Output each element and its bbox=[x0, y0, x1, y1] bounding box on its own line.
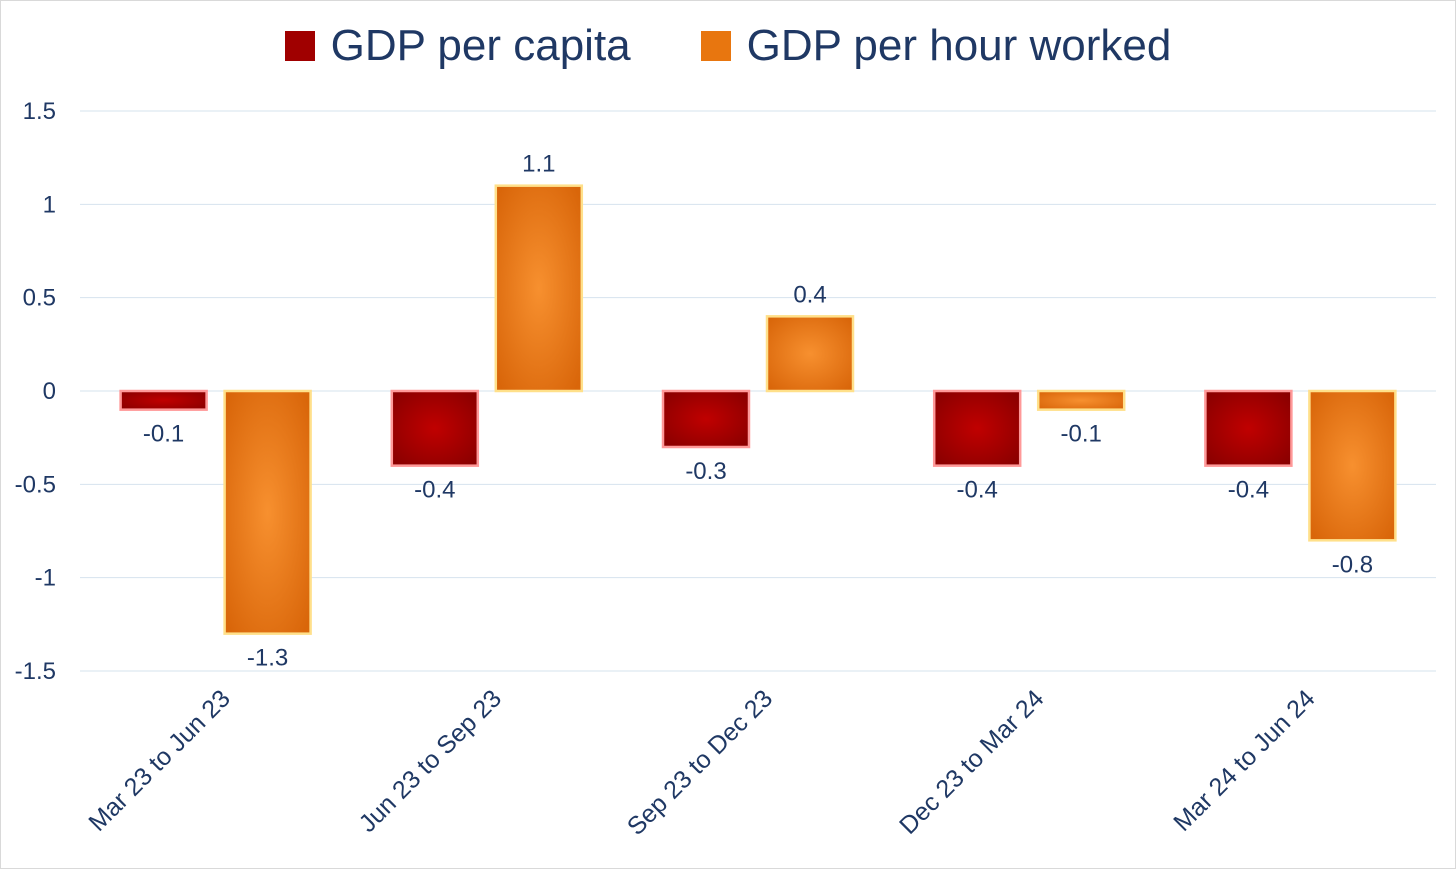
bar-gdp-per-capita bbox=[390, 389, 480, 467]
data-label-gdp-per-hour-worked: 1.1 bbox=[522, 151, 555, 178]
y-tick-label: 1.5 bbox=[23, 98, 56, 125]
x-axis-categories: Mar 23 to Jun 23 Jun 23 to Sep 23 Sep 23 t… bbox=[83, 684, 1320, 840]
y-axis-ticks: 1.5 1 0.5 0 -0.5 -1 -1.5 bbox=[15, 98, 56, 685]
y-tick-label: -0.5 bbox=[15, 471, 56, 498]
y-tick-label: -1.5 bbox=[15, 658, 56, 685]
bar-gdp-per-capita bbox=[119, 389, 208, 411]
y-tick-label: 0 bbox=[43, 378, 56, 405]
bar-gdp-per-capita bbox=[1204, 389, 1293, 467]
bar-gdp-per-capita bbox=[932, 389, 1022, 467]
x-category-label: Mar 23 to Jun 23 bbox=[83, 684, 235, 836]
data-labels: -0.1 -1.3 -0.4 1.1 -0.3 0.4 -0.4 -0.1 -0.4 -0.8 bbox=[143, 151, 1373, 672]
data-label-gdp-per-hour-worked: 0.4 bbox=[793, 281, 826, 308]
bar-gdp-per-hour-worked bbox=[765, 315, 855, 393]
legend-label-gdp-per-hour-worked: GDP per hour worked bbox=[746, 21, 1172, 70]
y-tick-label: 0.5 bbox=[23, 285, 56, 312]
legend-label-gdp-per-capita: GDP per capita bbox=[330, 21, 631, 70]
legend-item-gdp-per-capita: GDP per capita bbox=[284, 21, 631, 71]
bars bbox=[119, 184, 1397, 635]
data-label-gdp-per-capita: -0.1 bbox=[143, 421, 184, 448]
x-category-label: Dec 23 to Mar 24 bbox=[894, 684, 1049, 839]
legend-item-gdp-per-hour-worked: GDP per hour worked bbox=[700, 21, 1172, 71]
data-label-gdp-per-hour-worked: -0.8 bbox=[1332, 551, 1373, 578]
legend-swatch-gdp-per-capita bbox=[284, 31, 315, 61]
x-category-label: Sep 23 to Dec 23 bbox=[622, 684, 778, 840]
bar-gdp-per-capita bbox=[661, 389, 751, 449]
bar-gdp-per-hour-worked bbox=[223, 389, 312, 635]
data-label-gdp-per-hour-worked: -0.1 bbox=[1061, 421, 1102, 448]
y-tick-label: -1 bbox=[35, 565, 56, 592]
legend: GDP per capita GDP per hour worked bbox=[0, 18, 1456, 74]
x-category-label: Mar 24 to Jun 24 bbox=[1168, 684, 1321, 837]
legend-swatch-gdp-per-hour-worked bbox=[700, 31, 731, 61]
bar-gdp-per-hour-worked bbox=[1308, 389, 1397, 542]
data-label-gdp-per-capita: -0.4 bbox=[414, 477, 455, 504]
data-label-gdp-per-hour-worked: -1.3 bbox=[247, 645, 288, 672]
x-category-label: Jun 23 to Sep 23 bbox=[354, 684, 507, 837]
bar-gdp-per-hour-worked bbox=[1036, 389, 1126, 411]
data-label-gdp-per-capita: -0.3 bbox=[685, 458, 726, 485]
data-label-gdp-per-capita: -0.4 bbox=[1228, 477, 1269, 504]
data-label-gdp-per-capita: -0.4 bbox=[957, 477, 998, 504]
y-tick-label: 1 bbox=[43, 191, 56, 218]
bar-gdp-per-hour-worked bbox=[494, 184, 584, 393]
